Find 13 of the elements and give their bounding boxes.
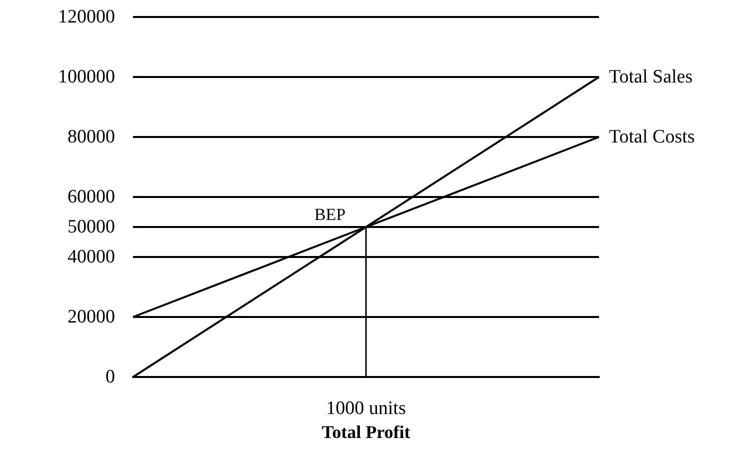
y-tick-label: 40000 (68, 246, 115, 268)
y-tick-label: 20000 (68, 306, 115, 328)
y-tick-label: 60000 (68, 186, 115, 208)
ref-line-label: BEP (314, 205, 346, 224)
y-tick-label: 80000 (68, 126, 115, 148)
y-tick-label: 120000 (58, 6, 115, 28)
x-tick-label: 1000 units (326, 398, 406, 419)
series-label: Total Sales (609, 66, 693, 88)
x-axis-title: Total Profit (322, 422, 410, 442)
series-label: Total Costs (609, 126, 695, 148)
y-tick-label: 100000 (58, 66, 115, 88)
y-tick-label: 0 (106, 366, 115, 388)
y-tick-label: 50000 (68, 216, 115, 238)
